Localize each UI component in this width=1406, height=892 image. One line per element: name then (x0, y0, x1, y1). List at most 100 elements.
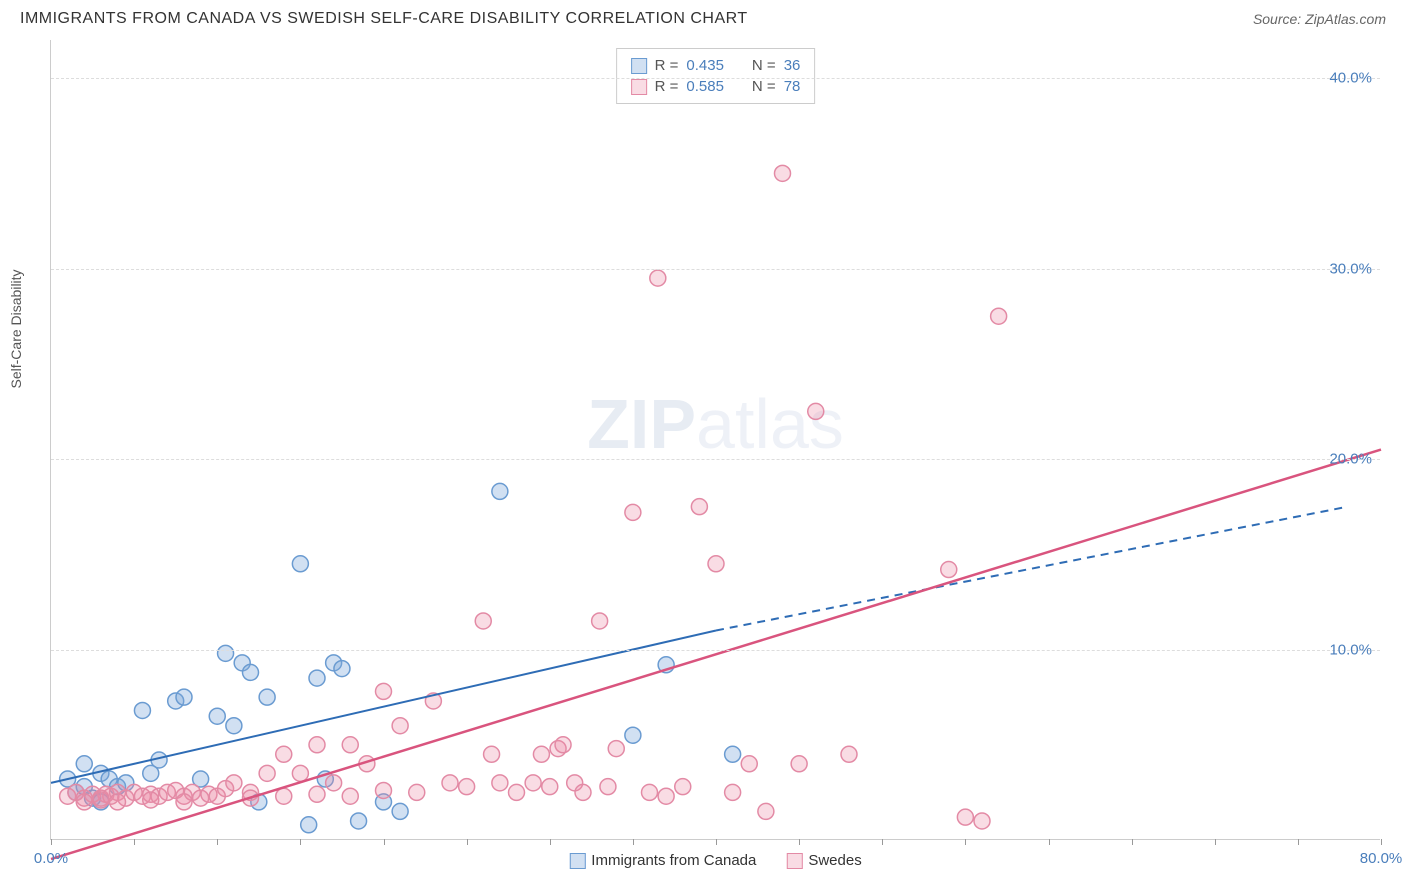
data-point (725, 784, 741, 800)
data-point (143, 792, 159, 808)
data-point (276, 788, 292, 804)
n-value: 78 (784, 78, 801, 95)
source-attribution: Source: ZipAtlas.com (1253, 11, 1386, 27)
data-point (475, 613, 491, 629)
legend-swatch (631, 58, 647, 74)
data-point (991, 308, 1007, 324)
x-tick-mark (467, 839, 468, 845)
data-point (625, 727, 641, 743)
legend-swatch (569, 853, 585, 869)
y-axis-label: Self-Care Disability (8, 269, 24, 388)
data-point (76, 794, 92, 810)
x-tick-mark (1298, 839, 1299, 845)
data-point (209, 708, 225, 724)
data-point (176, 689, 192, 705)
data-point (326, 775, 342, 791)
x-tick-mark (716, 839, 717, 845)
y-tick-label: 10.0% (1329, 641, 1372, 658)
data-point (351, 813, 367, 829)
data-point (309, 786, 325, 802)
x-tick-mark (882, 839, 883, 845)
data-point (76, 756, 92, 772)
data-point (592, 613, 608, 629)
x-tick-mark (965, 839, 966, 845)
data-point (758, 803, 774, 819)
data-point (791, 756, 807, 772)
r-label: R = (655, 57, 679, 74)
x-tick-mark (633, 839, 634, 845)
data-point (442, 775, 458, 791)
data-point (542, 779, 558, 795)
data-point (301, 817, 317, 833)
data-point (134, 702, 150, 718)
x-tick-mark (1215, 839, 1216, 845)
data-point (492, 483, 508, 499)
data-point (741, 756, 757, 772)
data-point (691, 499, 707, 515)
data-point (533, 746, 549, 762)
data-point (725, 746, 741, 762)
y-tick-label: 30.0% (1329, 260, 1372, 277)
data-point (110, 794, 126, 810)
data-point (243, 664, 259, 680)
data-point (775, 165, 791, 181)
data-point (93, 792, 109, 808)
legend-swatch (631, 79, 647, 95)
chart-title: IMMIGRANTS FROM CANADA VS SWEDISH SELF-C… (20, 10, 748, 28)
data-point (259, 689, 275, 705)
data-point (376, 683, 392, 699)
series-legend-item: Swedes (786, 852, 861, 869)
legend-row: R = 0.585N = 78 (631, 76, 801, 97)
data-point (941, 562, 957, 578)
data-point (309, 737, 325, 753)
x-tick-label: 80.0% (1360, 850, 1403, 867)
gridline (51, 78, 1380, 79)
data-point (309, 670, 325, 686)
data-point (575, 784, 591, 800)
data-point (974, 813, 990, 829)
data-point (392, 803, 408, 819)
n-label: N = (752, 78, 776, 95)
data-point (342, 737, 358, 753)
x-tick-mark (1049, 839, 1050, 845)
series-legend: Immigrants from Canada Swedes (569, 852, 861, 869)
data-point (392, 718, 408, 734)
data-point (259, 765, 275, 781)
series-label: Immigrants from Canada (591, 852, 756, 869)
data-point (555, 737, 571, 753)
header: IMMIGRANTS FROM CANADA VS SWEDISH SELF-C… (0, 0, 1406, 33)
n-value: 36 (784, 57, 801, 74)
data-point (342, 788, 358, 804)
data-point (226, 775, 242, 791)
r-value: 0.435 (686, 57, 724, 74)
x-tick-mark (300, 839, 301, 845)
data-point (608, 741, 624, 757)
data-point (292, 765, 308, 781)
x-tick-mark (217, 839, 218, 845)
y-tick-label: 40.0% (1329, 70, 1372, 87)
data-point (658, 788, 674, 804)
n-label: N = (752, 57, 776, 74)
correlation-legend: R = 0.435N = 36R = 0.585N = 78 (616, 48, 816, 104)
x-tick-mark (384, 839, 385, 845)
r-value: 0.585 (686, 78, 724, 95)
x-tick-mark (1132, 839, 1133, 845)
data-point (957, 809, 973, 825)
series-label: Swedes (808, 852, 861, 869)
data-point (176, 794, 192, 810)
x-tick-mark (1381, 839, 1382, 845)
data-point (484, 746, 500, 762)
gridline (51, 459, 1380, 460)
data-point (600, 779, 616, 795)
data-point (334, 661, 350, 677)
series-legend-item: Immigrants from Canada (569, 852, 756, 869)
data-point (276, 746, 292, 762)
data-point (841, 746, 857, 762)
chart-plot-area: Self-Care Disability ZIPatlas R = 0.435N… (50, 40, 1380, 840)
data-point (492, 775, 508, 791)
y-tick-label: 20.0% (1329, 451, 1372, 468)
x-tick-label: 0.0% (34, 850, 68, 867)
trend-line-extrapolated (716, 507, 1348, 631)
trend-line (51, 450, 1381, 860)
scatter-svg (51, 40, 1380, 839)
